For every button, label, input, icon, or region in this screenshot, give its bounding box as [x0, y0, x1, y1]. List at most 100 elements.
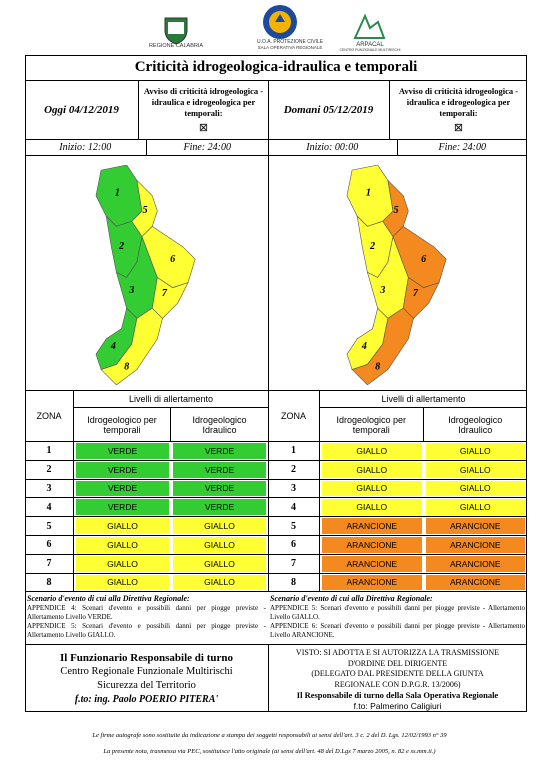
level-cell: GIALLO	[425, 443, 525, 459]
title: Criticità idrogeologica-idraulica e temp…	[25, 55, 527, 81]
zone-cell: 3	[25, 478, 74, 498]
zone-cell: 4	[25, 497, 74, 517]
zone-label: 5	[142, 205, 147, 216]
level-cell: GIALLO	[322, 443, 422, 459]
signatory-line: Sicurezza del Territorio	[97, 680, 196, 691]
date: Oggi 04/12/2019	[25, 81, 139, 139]
zone-cell: 6	[268, 535, 320, 554]
footer-box	[25, 644, 527, 712]
zone-cell: 4	[268, 497, 320, 517]
level-cell: VERDE	[76, 480, 169, 497]
logos	[164, 5, 386, 45]
zone-cell: 8	[268, 572, 320, 592]
zone-cell: 7	[268, 553, 320, 573]
zone-cell: 5	[268, 516, 320, 535]
level-cell: ARANCIONE	[425, 518, 525, 534]
signatory-line: Il Funzionario Responsabile di turno	[60, 652, 233, 664]
row-line	[268, 572, 527, 574]
zone-label: 1	[365, 188, 370, 199]
row-line	[268, 516, 527, 518]
start: Inizio: 00:00	[268, 139, 398, 156]
zone-label: 8	[375, 362, 380, 373]
zone-label: 3	[379, 285, 385, 296]
zone-label: 2	[117, 241, 123, 252]
level-cell: GIALLO	[76, 518, 169, 534]
notice: Avviso di criticità idrogeologica - idra…	[143, 86, 264, 118]
zone-label: 2	[368, 241, 374, 252]
footnote: Le firme autografe sono sostituite da in…	[92, 732, 447, 739]
notice: Avviso di criticità idrogeologica - idra…	[398, 86, 519, 118]
level-cell: GIALLO	[425, 480, 525, 497]
table-bottom	[25, 591, 268, 592]
level-cell: GIALLO	[76, 555, 169, 572]
level-cell: VERDE	[173, 499, 266, 516]
zone-label: 7	[161, 288, 167, 299]
end: Fine: 24:00	[146, 139, 268, 156]
level-cell: GIALLO	[76, 537, 169, 553]
group-header: Livelli di allertamento	[74, 390, 268, 408]
logo-label: SALA OPERATIVA REGIONALE	[257, 45, 323, 50]
zone-cell: 7	[25, 553, 74, 573]
zone-header: ZONA	[268, 390, 320, 441]
table-bottom	[268, 591, 527, 592]
level-cell: GIALLO	[173, 537, 266, 553]
level-cell: VERDE	[173, 443, 266, 459]
level-cell: GIALLO	[173, 518, 266, 534]
zone-label: 8	[124, 362, 129, 373]
zone-cell: 1	[268, 441, 320, 460]
scenario-line: APPENDICE 4: Scenari d'evento e possibil…	[27, 604, 266, 621]
row-line	[268, 553, 527, 555]
signatory-line: Centro Regionale Funzionale Multirischi	[60, 666, 233, 677]
end: Fine: 24:00	[397, 139, 527, 156]
zone-label: 6	[170, 254, 176, 265]
zone-label: 5	[393, 205, 398, 216]
scenario-line: APPENDICE 5: Scenari d'evento e possibil…	[27, 622, 266, 639]
level-cell: ARANCIONE	[322, 537, 422, 553]
zone-header: ZONA	[25, 390, 74, 441]
table-top	[268, 390, 527, 391]
row-line	[25, 535, 268, 536]
group-header: Livelli di allertamento	[320, 390, 527, 408]
zone-label: 1	[114, 188, 119, 199]
level-cell: GIALLO	[322, 480, 422, 497]
checkbox: ⊠	[198, 122, 209, 134]
map-zone	[100, 307, 163, 386]
level-cell: ARANCIONE	[322, 518, 422, 534]
zone-cell: 2	[25, 459, 74, 479]
row-line	[268, 535, 527, 536]
row-line	[268, 478, 527, 480]
column-header: Idrogeologico per temporali	[320, 408, 424, 441]
zone-label: 7	[412, 288, 418, 299]
logo-label: REGIONE CALABRIA	[148, 43, 204, 49]
map-zone	[351, 307, 414, 386]
row-line	[268, 441, 527, 442]
column-header: Idrogeologico Idraulico	[448, 414, 503, 435]
level-cell: GIALLO	[322, 461, 422, 478]
row-line	[25, 497, 268, 499]
row-line	[25, 441, 268, 442]
zone-cell: 8	[25, 572, 74, 592]
row-line	[25, 516, 268, 518]
column-header: Idrogeologico Idraulico	[192, 414, 247, 435]
level-cell: VERDE	[173, 461, 266, 478]
authorization-line: REGIONALE CON D.P.G.R. 13/2006)	[334, 679, 461, 689]
level-cell: VERDE	[76, 499, 169, 516]
scenario-line: APPENDICE 6: Scenari d'evento e possibil…	[270, 622, 525, 639]
level-cell: GIALLO	[76, 574, 169, 591]
panel-border	[268, 81, 527, 592]
row-line	[25, 572, 268, 574]
zone-cell: 5	[25, 516, 74, 535]
frame	[25, 55, 527, 712]
zone-cell: 2	[268, 459, 320, 479]
scenario-title: Scenario d'evento di cui alla Direttiva …	[27, 594, 190, 603]
logo-label: ARPACAL	[356, 42, 384, 48]
zone-label: 6	[421, 254, 427, 265]
row-line	[25, 553, 268, 555]
date: Domani 05/12/2019	[268, 81, 390, 139]
scenario-line: APPENDICE 5: Scenari d'evento e possibil…	[270, 604, 525, 621]
footer-divider	[268, 644, 269, 712]
map: 1 2 3 4 5 6 7 8	[95, 165, 196, 386]
authorization-line: f.to: Palmerino Caligiuri	[353, 700, 442, 711]
zone-label: 4	[109, 341, 115, 352]
zone-label: 3	[128, 285, 134, 296]
